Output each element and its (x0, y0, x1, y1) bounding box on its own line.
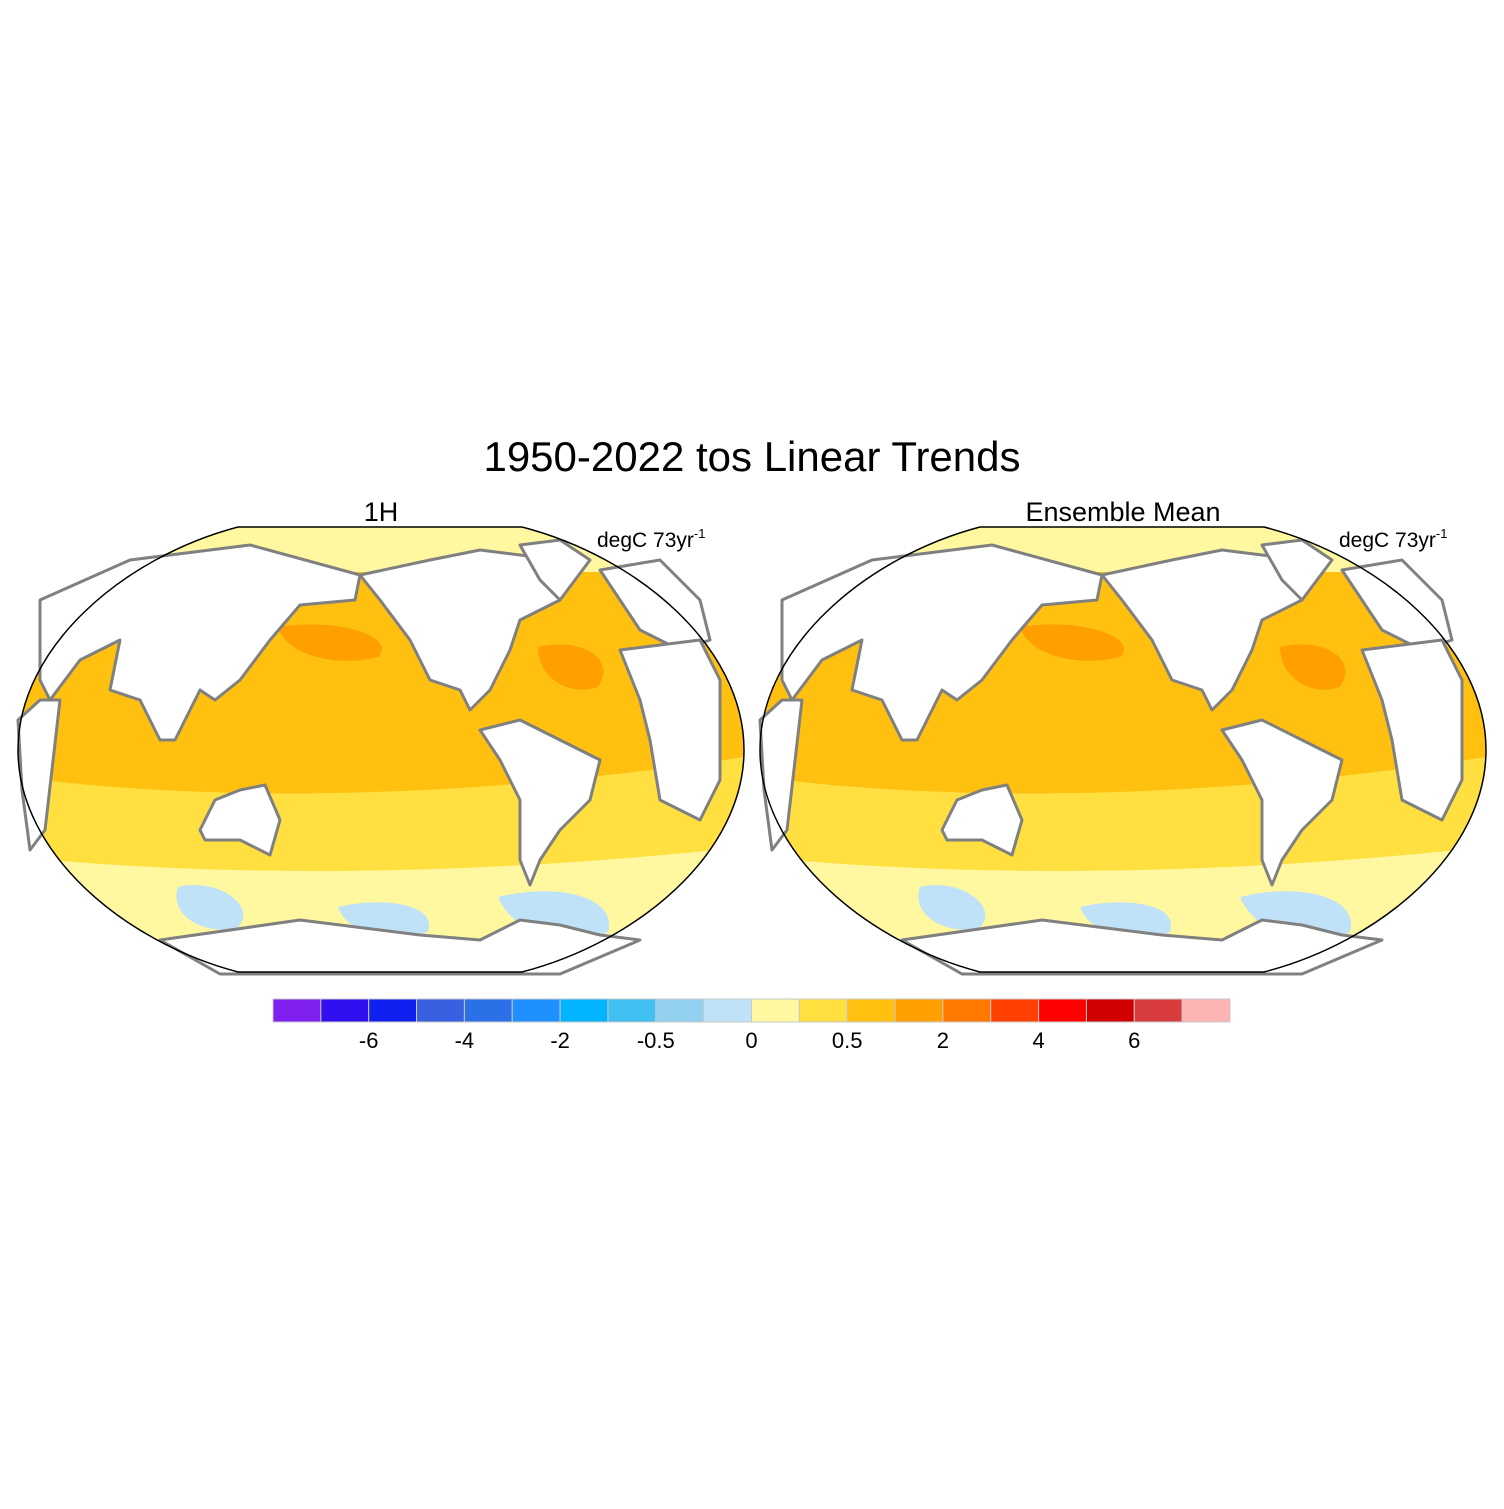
colorbar-box (751, 998, 800, 1023)
colorbar-box (559, 998, 609, 1023)
colorbar-box (798, 998, 848, 1023)
colorbar-label: -4 (455, 1028, 475, 1053)
colorbar-box (942, 998, 992, 1023)
colorbar-box (1133, 998, 1183, 1023)
colorbar-box (320, 998, 370, 1023)
colorbar-box (416, 998, 465, 1023)
panel-title: Ensemble Mean (1025, 497, 1220, 527)
units-superscript: -1 (1436, 526, 1448, 541)
colorbar-box (368, 998, 418, 1023)
colorbar-label: 0 (745, 1028, 757, 1053)
colorbar-label: 0.5 (832, 1028, 863, 1053)
colorbar-box (990, 998, 1040, 1023)
colorbar-label: -2 (550, 1028, 570, 1053)
colorbar-label: -0.5 (637, 1028, 675, 1053)
colorbar-box (846, 998, 896, 1023)
map-panel (18, 527, 746, 974)
colorbar-label: 6 (1128, 1028, 1140, 1053)
colorbar-box (655, 998, 705, 1023)
colorbar-box (272, 998, 322, 1023)
units-superscript: -1 (694, 526, 706, 541)
colorbar-box (703, 998, 753, 1023)
map-panel (760, 527, 1488, 974)
figure-title: 1950-2022 tos Linear Trends (483, 433, 1020, 480)
units-text: degC 73yr (597, 529, 694, 552)
colorbar-box (1085, 998, 1135, 1023)
panel-title: 1H (364, 497, 399, 527)
colorbar-box (1038, 998, 1087, 1023)
colorbar-label: -6 (359, 1028, 379, 1053)
colorbar-box (894, 998, 944, 1023)
colorbar-box (1181, 998, 1231, 1023)
colorbar-box (463, 998, 513, 1023)
colorbar-label: 2 (937, 1028, 949, 1053)
units-text: degC 73yr (1339, 529, 1436, 552)
units-label: degC 73yr-1 (597, 526, 705, 552)
units-label: degC 73yr-1 (1339, 526, 1447, 552)
colorbar-label: 4 (1032, 1028, 1044, 1053)
colorbar: -6 -4 -2 -0.5 0 0.5 2 4 6 (272, 998, 1231, 1053)
colorbar-box (511, 998, 561, 1023)
colorbar-box (607, 998, 657, 1023)
